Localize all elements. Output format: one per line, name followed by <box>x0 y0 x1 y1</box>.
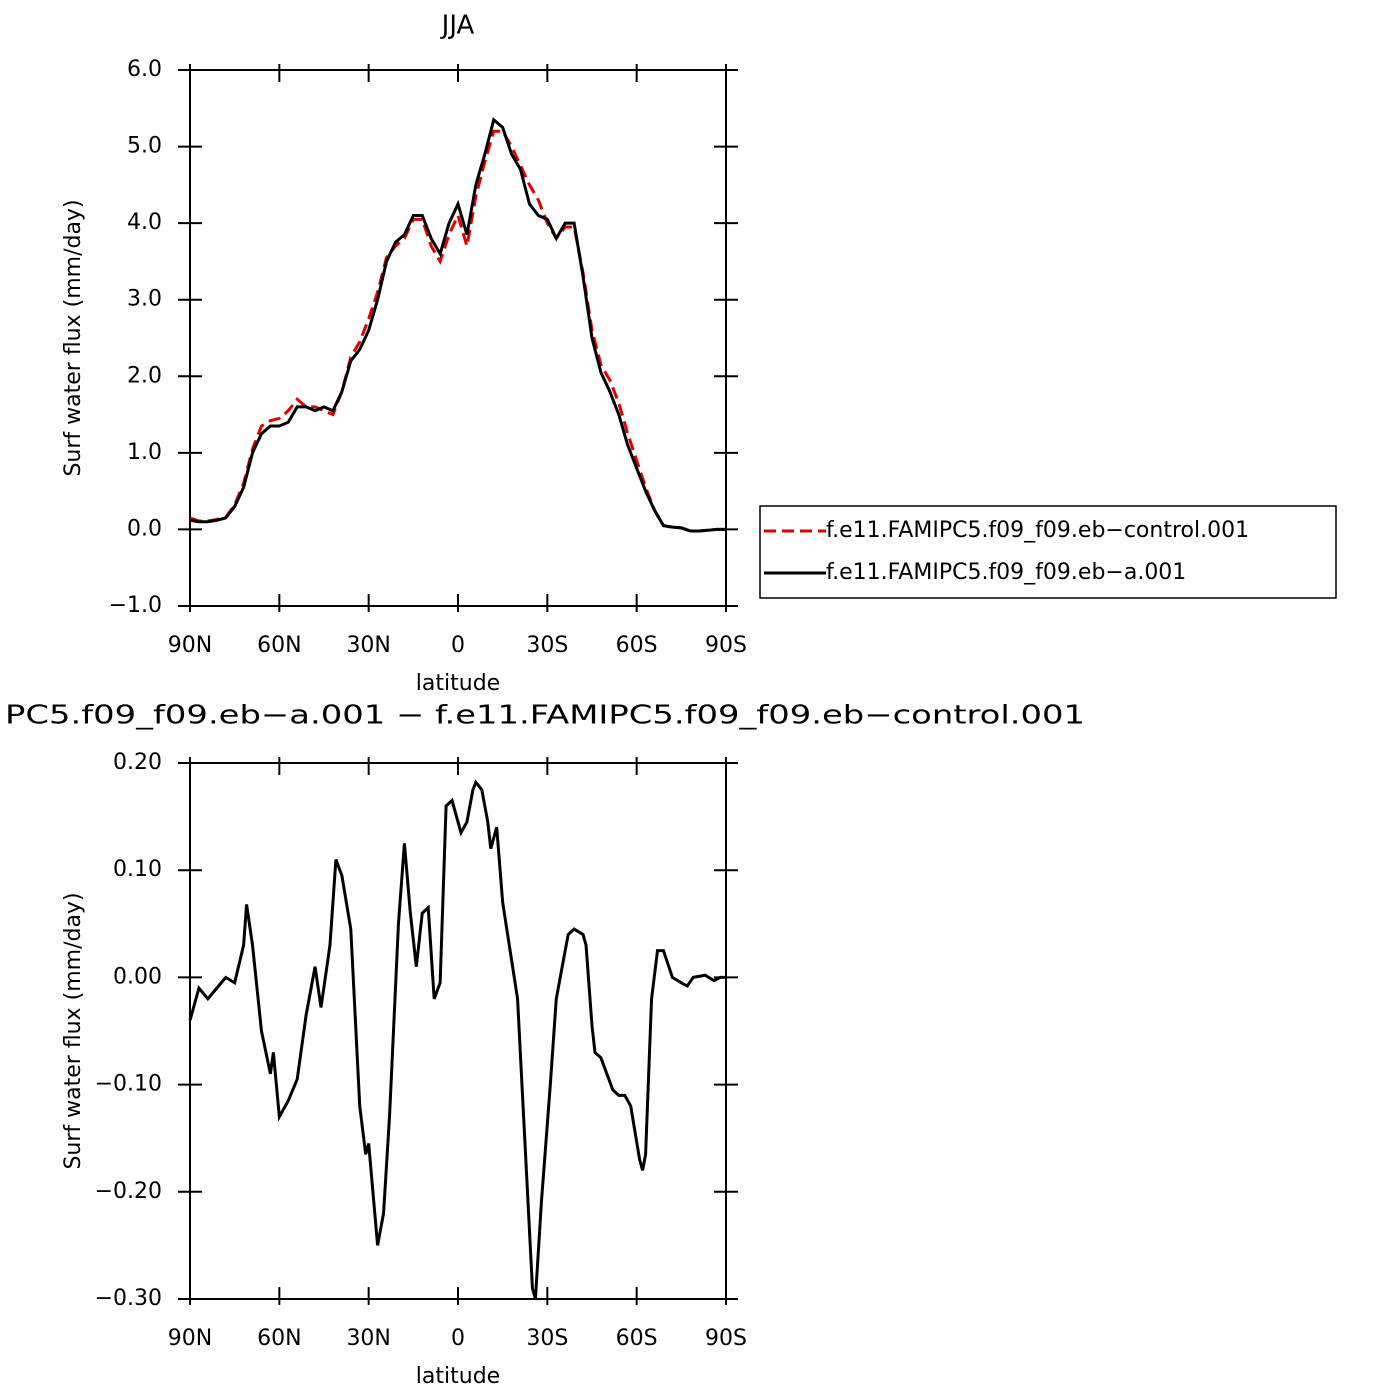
chart-title: PC5.f09_f09.eb−a.001 − f.e11.FAMIPC5.f09… <box>5 701 1085 731</box>
legend-label: f.e11.FAMIPC5.f09_f09.eb−control.001 <box>826 518 1249 543</box>
y-tick-label: 0.20 <box>113 750 162 775</box>
plot-frame <box>189 762 727 1300</box>
y-axis-label: Surf water flux (mm/day) <box>61 892 86 1169</box>
y-tick-label: −0.20 <box>95 1179 162 1204</box>
plot-frame <box>189 69 727 607</box>
x-tick-label: 0 <box>451 1326 465 1351</box>
x-axis-label: latitude <box>416 671 500 696</box>
series-line <box>189 117 726 533</box>
x-tick-label: 90N <box>168 1326 212 1351</box>
y-tick-label: 2.0 <box>127 363 162 388</box>
x-tick-label: 90S <box>705 633 747 658</box>
x-tick-label: 30N <box>346 633 390 658</box>
y-tick-label: 5.0 <box>127 134 162 159</box>
chart-title: JJA <box>440 11 475 41</box>
x-tick-label: 60S <box>616 633 658 658</box>
y-tick-label: −0.30 <box>95 1286 162 1311</box>
series-line <box>189 129 726 533</box>
x-axis-label: latitude <box>416 1364 500 1389</box>
x-tick-label: 30S <box>526 633 568 658</box>
x-tick-label: 60N <box>257 633 301 658</box>
x-tick-label: 90S <box>705 1326 747 1351</box>
x-tick-label: 0 <box>451 633 465 658</box>
y-tick-label: −1.0 <box>109 593 162 618</box>
y-tick-label: 4.0 <box>127 210 162 235</box>
series-line <box>188 779 726 1300</box>
y-tick-label: 0.00 <box>113 964 162 989</box>
x-tick-label: 60S <box>616 1326 658 1351</box>
x-tick-label: 90N <box>168 633 212 658</box>
y-tick-label: 0.0 <box>127 516 162 541</box>
x-tick-label: 60N <box>257 1326 301 1351</box>
y-tick-label: −0.10 <box>95 1072 162 1097</box>
y-tick-label: 0.10 <box>113 857 162 882</box>
x-tick-label: 30N <box>346 1326 390 1351</box>
y-tick-label: 1.0 <box>127 440 162 465</box>
legend-label: f.e11.FAMIPC5.f09_f09.eb−a.001 <box>826 560 1186 585</box>
x-tick-label: 30S <box>526 1326 568 1351</box>
y-axis-label: Surf water flux (mm/day) <box>61 199 86 476</box>
y-tick-label: 3.0 <box>127 287 162 312</box>
y-tick-label: 6.0 <box>127 57 162 82</box>
legend-box <box>759 505 1337 599</box>
